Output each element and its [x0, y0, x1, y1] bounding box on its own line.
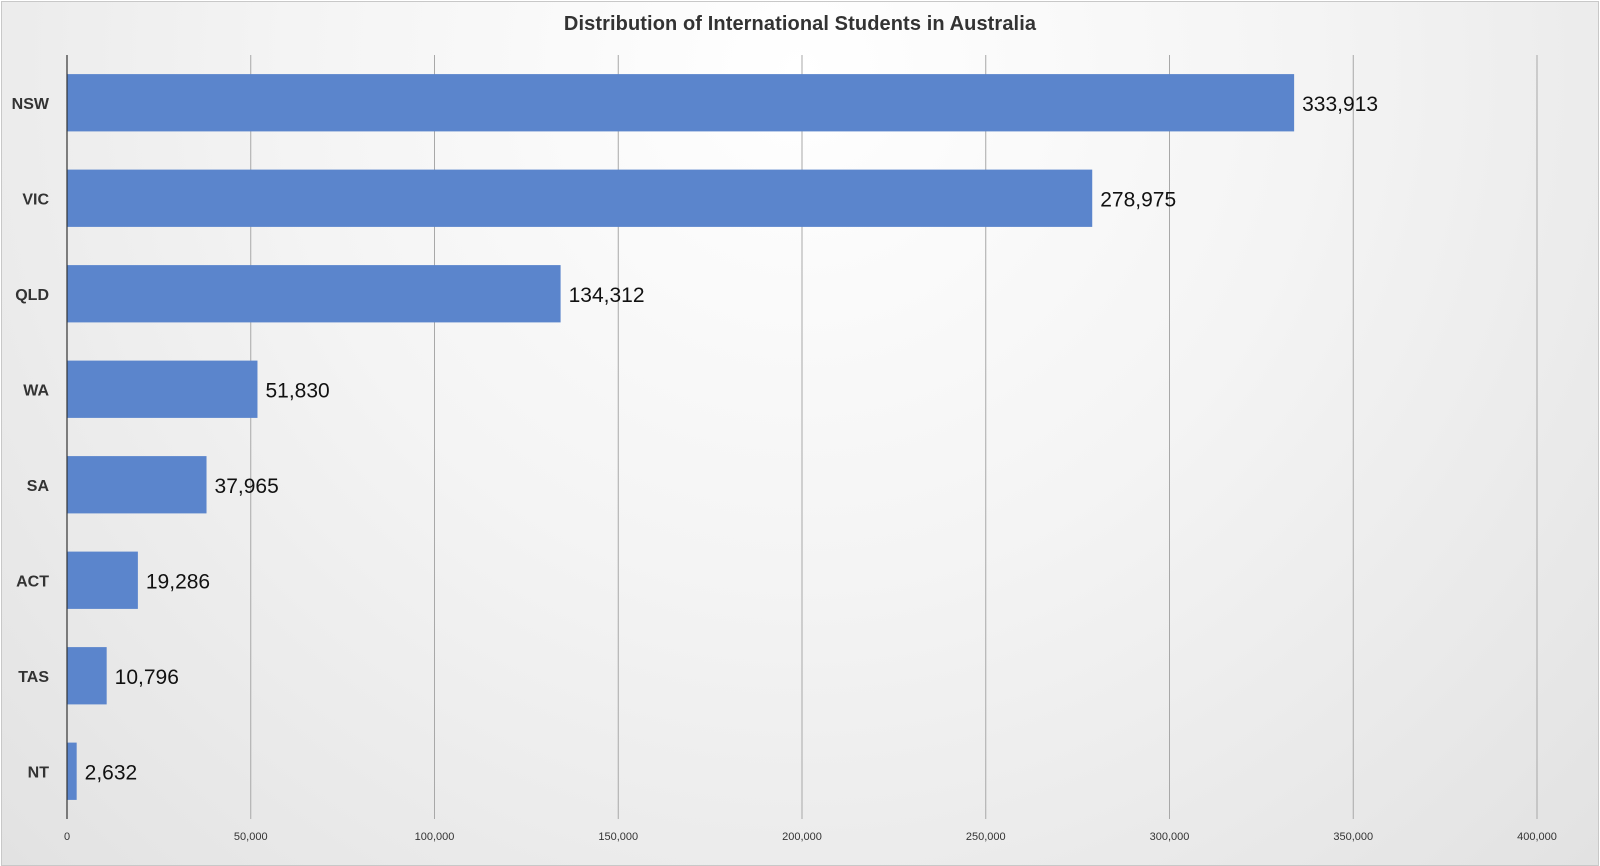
bar-tas	[67, 647, 107, 705]
data-label: 2,632	[85, 761, 138, 784]
x-tick-label: 300,000	[1150, 831, 1190, 843]
data-label: 134,312	[569, 284, 645, 307]
x-tick-label: 400,000	[1517, 831, 1557, 843]
category-label: QLD	[15, 287, 49, 304]
x-axis-tick-labels: 0 50,000 100,000 150,000 200,000 250,000 300,0…	[64, 831, 1557, 843]
x-tick-label: 200,000	[782, 831, 822, 843]
data-label: 19,286	[146, 570, 210, 593]
bar-nsw	[67, 74, 1295, 132]
x-tick-label: 150,000	[598, 831, 638, 843]
bars	[67, 74, 1295, 800]
x-tick-label: 350,000	[1333, 831, 1373, 843]
bar-sa	[67, 456, 207, 514]
category-label: NT	[28, 764, 50, 781]
bar-vic	[67, 169, 1093, 227]
x-tick-label: 50,000	[234, 831, 268, 843]
category-label: ACT	[16, 573, 49, 590]
bar-wa	[67, 360, 258, 418]
x-tick-label: 250,000	[966, 831, 1006, 843]
category-label: NSW	[12, 96, 50, 113]
gridlines	[250, 55, 1538, 819]
category-label: WA	[23, 382, 49, 399]
category-label: VIC	[22, 191, 49, 208]
chart-title: Distribution of International Students i…	[563, 13, 1037, 35]
data-label: 278,975	[1100, 188, 1176, 211]
x-tick-label: 100,000	[415, 831, 455, 843]
category-label: SA	[27, 478, 50, 495]
bar-act	[67, 551, 138, 609]
bar-qld	[67, 265, 561, 323]
data-label: 333,913	[1302, 93, 1378, 116]
data-label: 37,965	[215, 475, 279, 498]
category-label: TAS	[18, 669, 49, 686]
x-tick-label: 0	[64, 831, 70, 843]
category-labels: NSW VIC QLD WA SA ACT TAS NT	[12, 96, 50, 782]
data-label: 10,796	[115, 666, 179, 689]
data-label: 51,830	[265, 379, 329, 402]
bar-nt	[67, 742, 77, 800]
data-labels: 333,913 278,975 134,312 51,830 37,965 19,286 1…	[85, 93, 1378, 785]
